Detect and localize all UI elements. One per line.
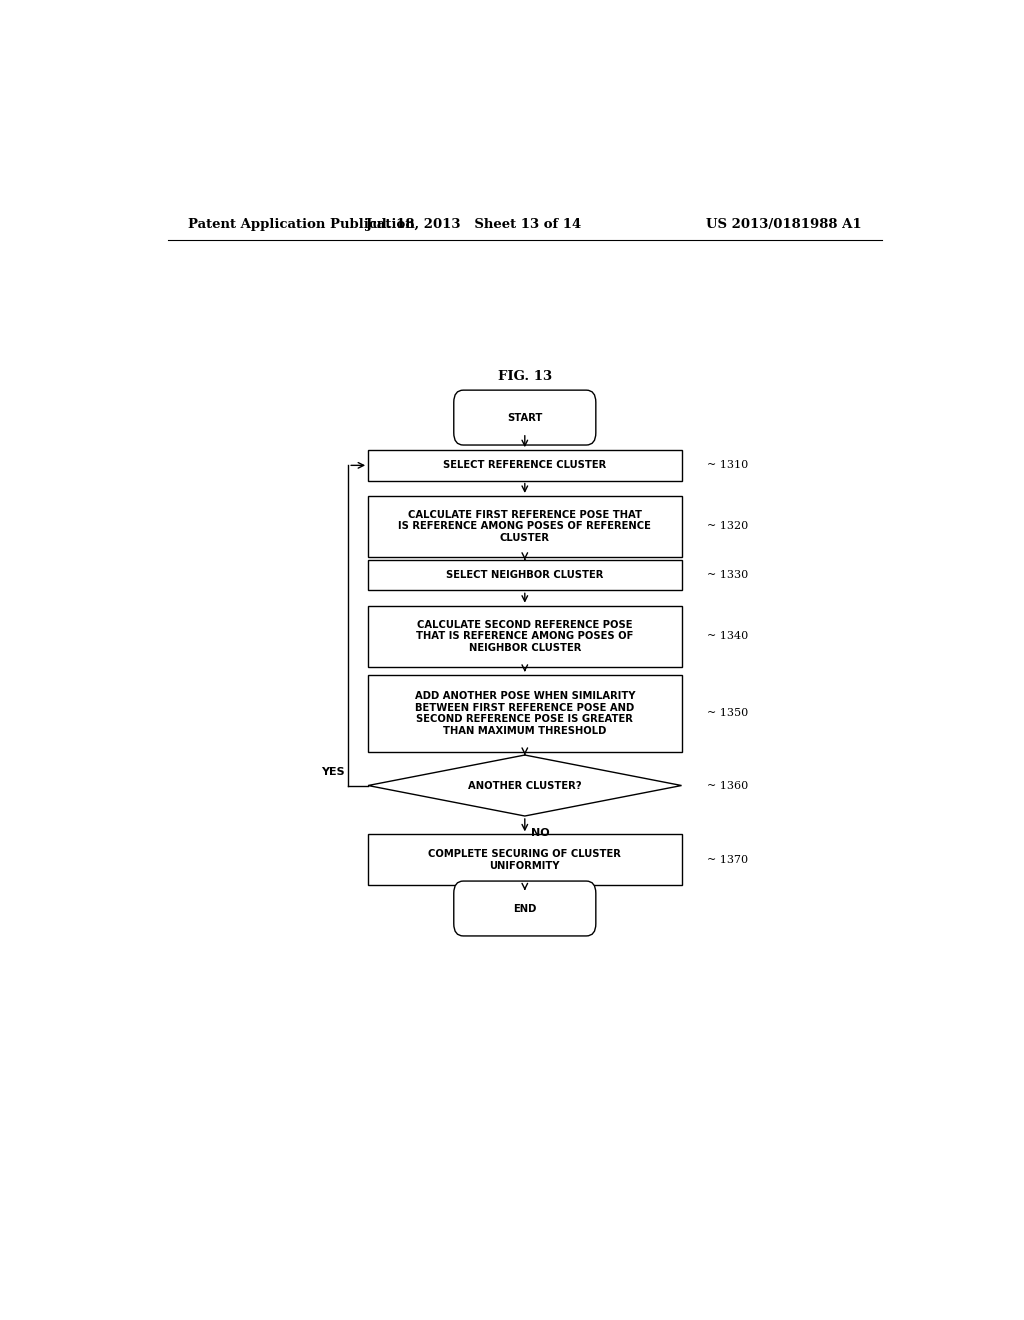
FancyBboxPatch shape: [454, 880, 596, 936]
Text: FIG. 13: FIG. 13: [498, 371, 552, 383]
Text: START: START: [507, 413, 543, 422]
Bar: [368, 450, 682, 480]
Text: CALCULATE SECOND REFERENCE POSE
THAT IS REFERENCE AMONG POSES OF
NEIGHBOR CLUSTE: CALCULATE SECOND REFERENCE POSE THAT IS …: [416, 619, 634, 652]
Text: SELECT REFERENCE CLUSTER: SELECT REFERENCE CLUSTER: [443, 461, 606, 470]
Text: YES: YES: [321, 767, 344, 777]
Text: ANOTHER CLUSTER?: ANOTHER CLUSTER?: [468, 780, 582, 791]
Text: ~ 1330: ~ 1330: [707, 570, 749, 579]
Text: COMPLETE SECURING OF CLUSTER
UNIFORMITY: COMPLETE SECURING OF CLUSTER UNIFORMITY: [428, 849, 622, 870]
Text: ~ 1360: ~ 1360: [707, 780, 749, 791]
Text: NO: NO: [531, 828, 550, 838]
Text: Jul. 18, 2013   Sheet 13 of 14: Jul. 18, 2013 Sheet 13 of 14: [366, 218, 581, 231]
Text: Patent Application Publication: Patent Application Publication: [187, 218, 415, 231]
Text: ~ 1370: ~ 1370: [707, 855, 749, 865]
Bar: [368, 496, 682, 557]
Text: ~ 1340: ~ 1340: [707, 631, 749, 642]
Bar: [368, 675, 682, 752]
Text: ADD ANOTHER POSE WHEN SIMILARITY
BETWEEN FIRST REFERENCE POSE AND
SECOND REFEREN: ADD ANOTHER POSE WHEN SIMILARITY BETWEEN…: [415, 690, 635, 735]
Bar: [368, 606, 682, 667]
Text: ~ 1310: ~ 1310: [707, 461, 749, 470]
Text: CALCULATE FIRST REFERENCE POSE THAT
IS REFERENCE AMONG POSES OF REFERENCE
CLUSTE: CALCULATE FIRST REFERENCE POSE THAT IS R…: [398, 510, 651, 543]
Polygon shape: [368, 755, 682, 816]
Text: ~ 1350: ~ 1350: [707, 709, 749, 718]
Bar: [368, 834, 682, 886]
Text: END: END: [513, 903, 537, 913]
Text: ~ 1320: ~ 1320: [707, 521, 749, 532]
Bar: [368, 560, 682, 590]
Text: US 2013/0181988 A1: US 2013/0181988 A1: [707, 218, 862, 231]
FancyBboxPatch shape: [454, 391, 596, 445]
Text: SELECT NEIGHBOR CLUSTER: SELECT NEIGHBOR CLUSTER: [446, 570, 603, 579]
